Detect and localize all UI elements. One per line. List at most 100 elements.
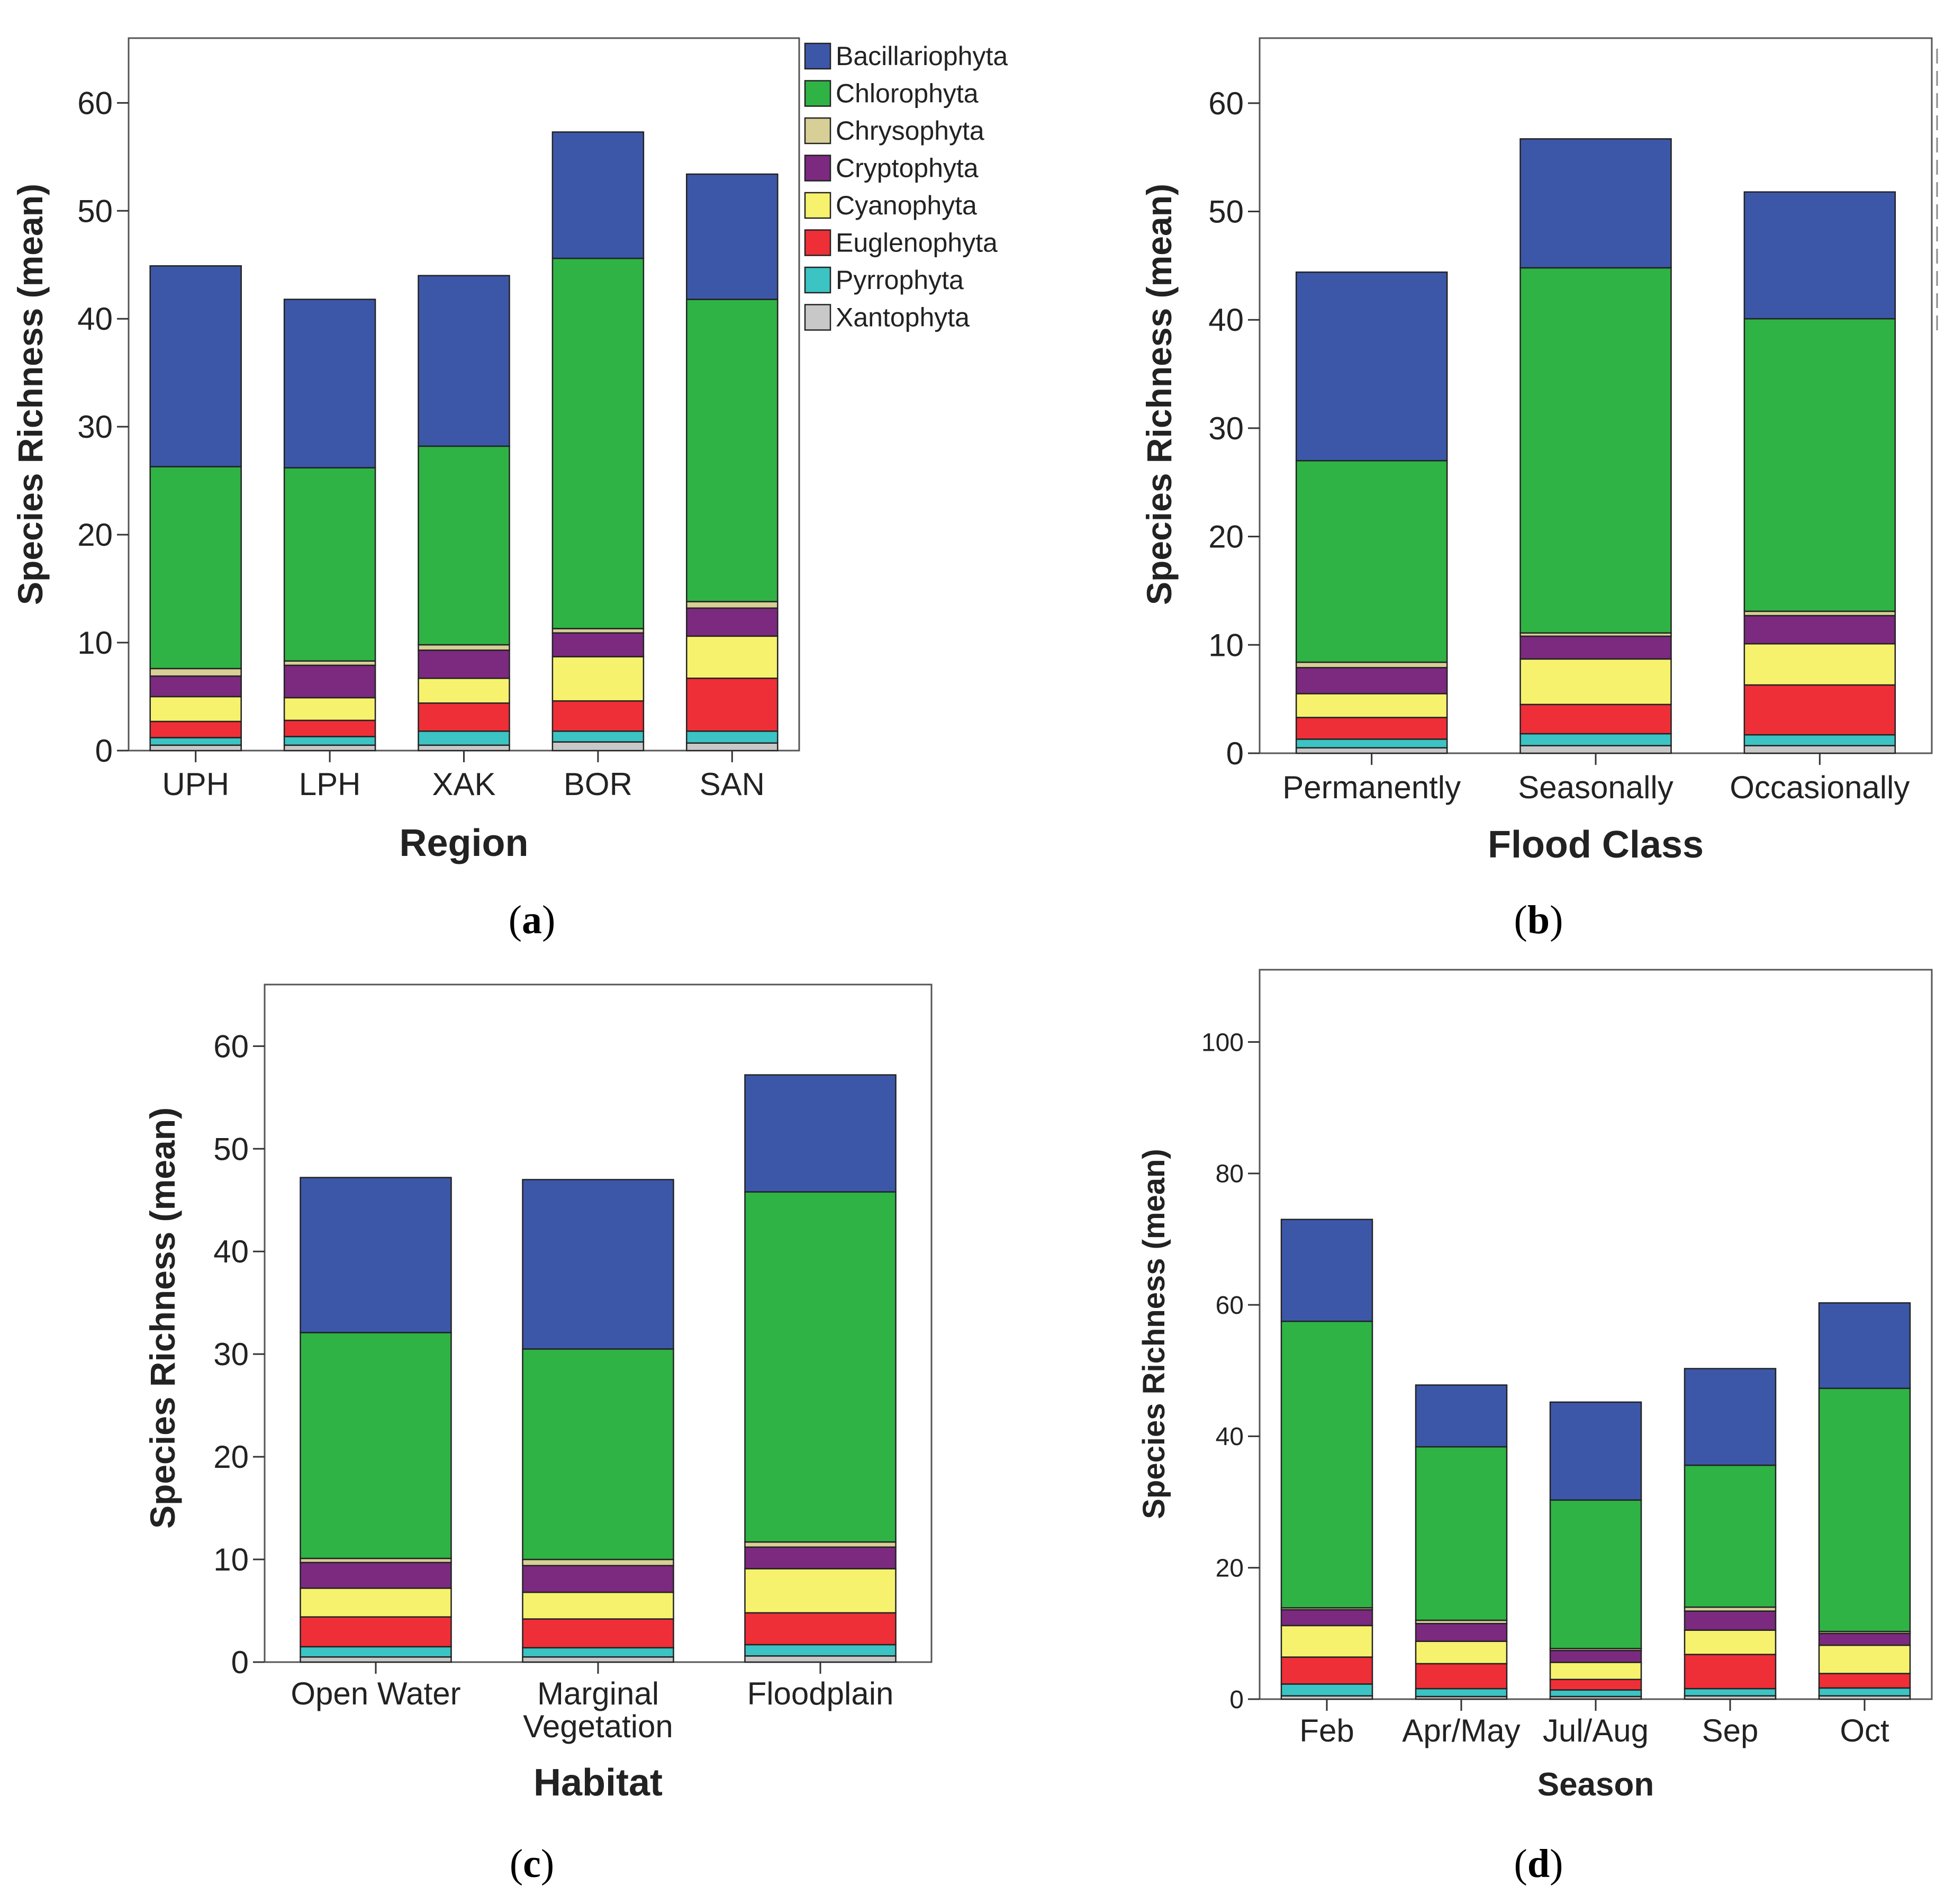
bar-segment-xantophyta: [744, 1655, 897, 1663]
bar-segment-chlorophyta: [551, 257, 645, 629]
y-axis-label: Species Richness (mean): [143, 1107, 182, 1529]
y-tick-label: 60: [213, 1028, 249, 1064]
bar-segment-cryptophyta: [522, 1565, 674, 1593]
bar-segment-euglenophyta: [686, 678, 779, 732]
legend-item: Xantophyta: [804, 302, 970, 332]
bar-segment-cyanophyta: [686, 635, 779, 679]
bar-segment-cryptophyta: [418, 649, 510, 679]
legend-label: Chrysophyta: [836, 116, 984, 146]
bar-segment-xantophyta: [1743, 745, 1896, 754]
chart-panel-a: 0 10 20 30 40 50 60 Species Richness (mean) UPH L…: [11, 37, 800, 864]
bar-segment-pyrrophyta: [300, 1646, 452, 1658]
bar-segment-cryptophyta: [686, 607, 779, 637]
bar-segment-pyrrophyta: [1295, 738, 1448, 749]
bar-segment-euglenophyta: [522, 1618, 674, 1649]
legend-item: Pyrrophyta: [804, 265, 964, 295]
bar-segment-chlorophyta: [283, 467, 376, 662]
x-tick-label: Permanently: [1282, 770, 1461, 805]
y-tick-label: 10: [77, 625, 113, 661]
bar-segment-euglenophyta: [1549, 1679, 1642, 1691]
bar-segment-cryptophyta: [1743, 615, 1896, 645]
bar-segment-cryptophyta: [1415, 1622, 1508, 1643]
x-tick-label: UPH: [162, 766, 229, 802]
caption-c: (c): [509, 1842, 555, 1886]
y-tick-label: 0: [1226, 736, 1244, 771]
legend-label: Chlorophyta: [836, 78, 979, 108]
y-tick-label: 60: [1216, 1292, 1244, 1320]
legend-label: Cryptophyta: [836, 153, 979, 183]
legend-item: Chlorophyta: [804, 78, 979, 108]
bar-segment-bacillariophyta: [1818, 1302, 1911, 1389]
x-axis-label: Season: [1537, 1766, 1654, 1803]
bar-segment-chlorophyta: [1818, 1387, 1911, 1632]
legend-label: Euglenophyta: [836, 228, 998, 257]
bar-segment-cyanophyta: [1743, 643, 1896, 686]
x-axis-label: Flood Class: [1488, 824, 1704, 866]
x-tick-label: Marginal: [537, 1676, 659, 1711]
y-tick-label: 50: [77, 193, 113, 229]
y-tick-label: 60: [1208, 86, 1244, 121]
bar-segment-bacillariophyta: [522, 1179, 674, 1350]
legend-swatch: [804, 266, 831, 294]
y-tick-label: 40: [1208, 302, 1244, 338]
bar-segment-euglenophyta: [1295, 717, 1448, 740]
bar-segment-bacillariophyta: [1519, 138, 1672, 269]
bar-segment-euglenophyta: [300, 1616, 452, 1648]
x-axis-label: Region: [400, 822, 529, 864]
bar-segment-bacillariophyta: [149, 265, 242, 467]
bar-segment-bacillariophyta: [418, 275, 510, 447]
legend-label: Xantophyta: [836, 302, 970, 332]
y-axis-label: Species Richness (mean): [1137, 1149, 1171, 1519]
legend: Bacillariophyta Chlorophyta Chrysophyta Cry…: [804, 41, 1008, 332]
y-tick-label: 50: [213, 1131, 249, 1167]
bar-segment-chlorophyta: [744, 1191, 897, 1543]
bar-segment-euglenophyta: [1684, 1654, 1777, 1690]
y-tick-label: 20: [213, 1439, 249, 1475]
legend-item: Bacillariophyta: [804, 41, 1008, 71]
x-tick-label: Sep: [1702, 1713, 1759, 1748]
bar-segment-pyrrophyta: [418, 730, 510, 746]
x-tick-label: Occasionally: [1730, 770, 1910, 805]
bar-segment-euglenophyta: [283, 719, 376, 737]
x-tick-label: SAN: [700, 766, 765, 802]
bar-segment-chrysophyta: [149, 667, 242, 677]
bar-segment-euglenophyta: [551, 700, 645, 732]
y-tick-label: 30: [1208, 411, 1244, 446]
x-tick-label: XAK: [432, 766, 495, 802]
bar-segment-xantophyta: [522, 1656, 674, 1663]
bar-segment-pyrrophyta: [283, 736, 376, 746]
bar-segment-chlorophyta: [1415, 1446, 1508, 1621]
bar-segment-cyanophyta: [744, 1568, 897, 1614]
x-tick-label: LPH: [299, 766, 361, 802]
bar-segment-chrysophyta: [744, 1541, 897, 1548]
bar-segment-pyrrophyta: [522, 1647, 674, 1658]
bar-segment-pyrrophyta: [744, 1644, 897, 1657]
bar-segment-bacillariophyta: [551, 131, 645, 259]
legend-label: Bacillariophyta: [836, 41, 1008, 71]
legend-swatch: [804, 192, 831, 219]
bar-segment-pyrrophyta: [1519, 733, 1672, 746]
bar-segment-pyrrophyta: [1549, 1689, 1642, 1698]
bar-segment-chlorophyta: [300, 1332, 452, 1559]
bar-segment-bacillariophyta: [300, 1177, 452, 1333]
bar-segment-chrysophyta: [686, 601, 779, 609]
bar-segment-chrysophyta: [418, 644, 510, 651]
y-tick-label: 10: [213, 1542, 249, 1577]
bar-segment-cyanophyta: [418, 678, 510, 704]
bar-segment-pyrrophyta: [551, 730, 645, 743]
bar-segment-cyanophyta: [300, 1587, 452, 1618]
y-tick-label: 20: [1216, 1555, 1244, 1583]
y-tick-label: 60: [77, 85, 113, 121]
legend-swatch: [804, 155, 831, 182]
caption-a: (a): [508, 898, 556, 942]
bar-segment-cyanophyta: [1684, 1629, 1777, 1655]
bar-segment-cryptophyta: [300, 1562, 452, 1589]
x-tick-label: Apr/May: [1402, 1713, 1520, 1748]
bar-segment-bacillariophyta: [283, 299, 376, 468]
bar-segment-euglenophyta: [1415, 1663, 1508, 1690]
x-tick-label: Oct: [1840, 1713, 1889, 1748]
x-axis-label: Habitat: [533, 1762, 663, 1804]
bar-segment-pyrrophyta: [1743, 734, 1896, 746]
y-tick-label: 30: [213, 1337, 249, 1372]
